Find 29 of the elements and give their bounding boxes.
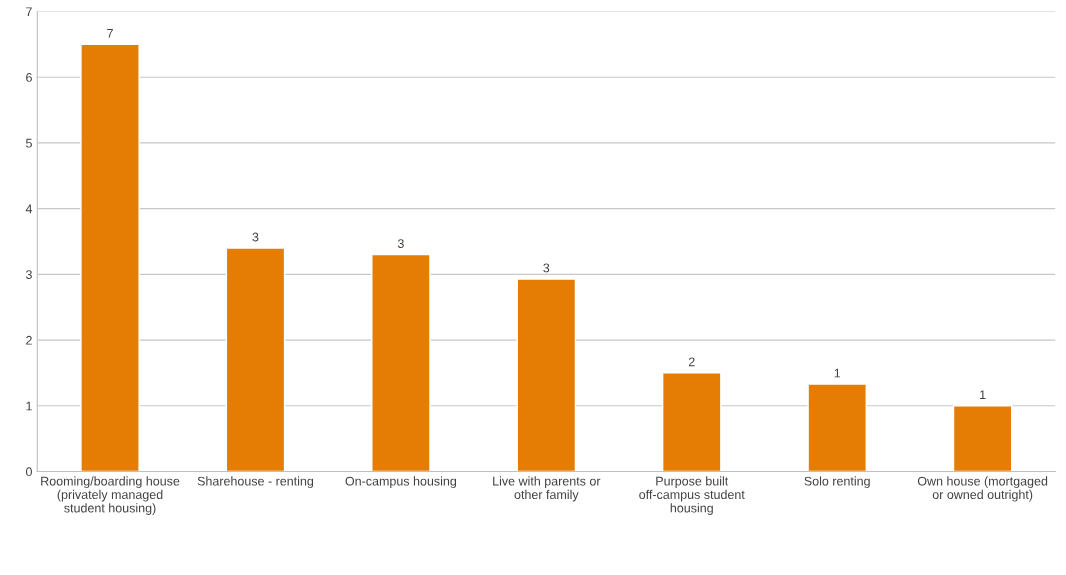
data-label: 3: [543, 263, 550, 273]
x-tick-label: Sharehouse - renting: [197, 476, 314, 489]
bar: [807, 383, 867, 472]
x-tick-label: Rooming/boarding house (privately managed student housing): [41, 476, 180, 515]
data-label: 3: [397, 239, 404, 249]
bar: [371, 253, 431, 472]
y-tick-label: 6: [26, 73, 32, 82]
x-tick-label: On-campus housing: [345, 476, 457, 489]
x-tick-label: Own house (mortgaged or owned outright): [917, 476, 1048, 502]
bar: [516, 278, 577, 472]
y-tick-label: 0: [25, 467, 32, 477]
bar: [225, 247, 286, 472]
y-tick-label: 7: [26, 7, 32, 17]
data-label: 7: [107, 29, 113, 38]
x-tick-label: Live with parents or other family: [493, 476, 601, 502]
data-label: 2: [688, 357, 695, 367]
x-tick-label: Purpose built off-campus student housing: [639, 476, 745, 515]
x-tick-label: Solo renting: [804, 476, 870, 489]
bar: [952, 405, 1013, 472]
y-tick-label: 5: [26, 138, 32, 148]
y-tick-label: 4: [25, 204, 33, 214]
data-label: 1: [834, 368, 841, 378]
y-tick-label: 3: [25, 270, 32, 280]
bar: [661, 372, 722, 472]
data-label: 3: [252, 232, 259, 242]
data-label: 1: [980, 390, 986, 400]
y-tick-label: 1: [26, 401, 32, 411]
y-tick-label: 2: [26, 335, 32, 345]
bar: [80, 43, 140, 472]
